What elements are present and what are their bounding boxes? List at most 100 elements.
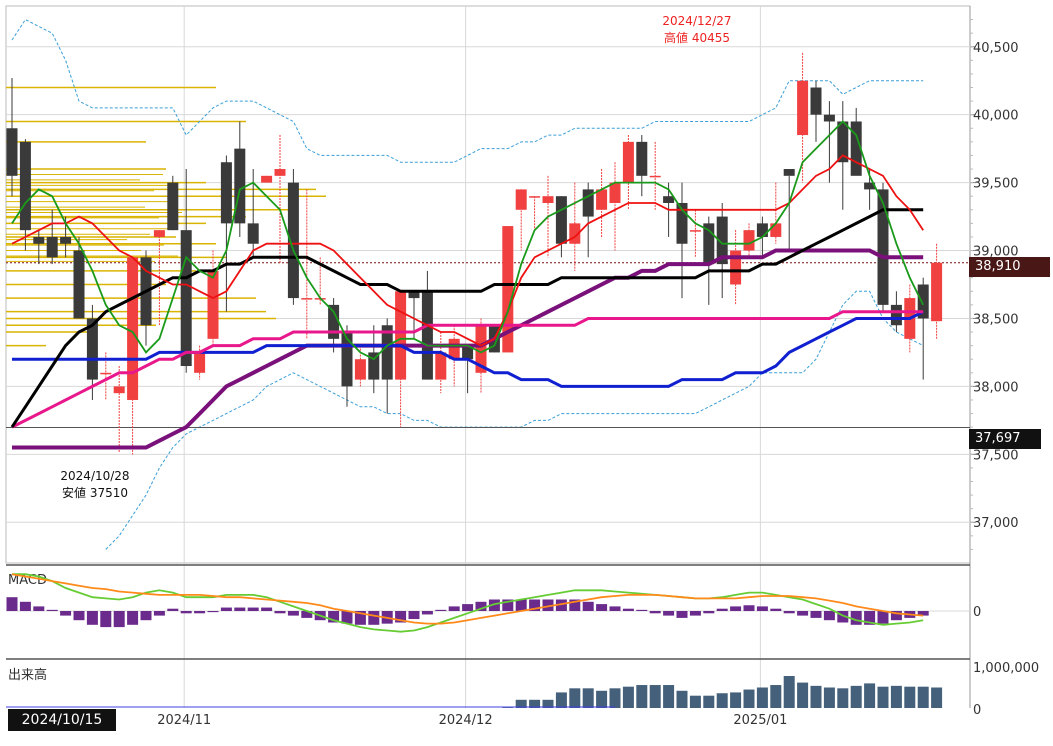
volume-bar bbox=[649, 685, 661, 708]
candle-body bbox=[408, 291, 420, 299]
candle-body bbox=[850, 121, 862, 176]
volume-bar bbox=[756, 687, 768, 708]
macd-hist-bar bbox=[435, 609, 447, 611]
candle-body bbox=[328, 304, 340, 339]
ma-blue-line bbox=[12, 310, 924, 388]
macd-hist-bar bbox=[730, 606, 742, 611]
macd-hist-bar bbox=[354, 611, 366, 625]
volume-bar bbox=[877, 686, 889, 708]
candle-body bbox=[515, 189, 527, 210]
candle-body bbox=[301, 298, 313, 300]
macd-hist-bar bbox=[113, 611, 125, 628]
macd-hist-bar bbox=[261, 607, 273, 611]
candle-body bbox=[676, 202, 688, 244]
volume-bar bbox=[689, 695, 701, 708]
candle-body bbox=[73, 250, 85, 319]
macd-hist-bar bbox=[917, 611, 929, 616]
band-upper-line bbox=[11, 18, 924, 163]
macd-hist-bar bbox=[542, 599, 554, 611]
macd-hist-bar bbox=[529, 599, 541, 611]
macd-hist-bar bbox=[850, 611, 862, 625]
macd-hist-bar bbox=[368, 611, 380, 625]
macd-hist-bar bbox=[502, 599, 514, 611]
candle-body bbox=[207, 270, 219, 339]
candle-body bbox=[19, 141, 31, 231]
volume-bar bbox=[931, 687, 943, 708]
candle-body bbox=[797, 80, 809, 136]
volume-panel: 出来高 0 1,000,000 bbox=[6, 658, 1039, 718]
y-tick-label: 38,000 bbox=[973, 380, 1019, 395]
signal-line bbox=[11, 573, 924, 625]
candle-body bbox=[127, 257, 139, 400]
macd-line bbox=[12, 573, 924, 633]
candle-body bbox=[596, 189, 608, 210]
macd-hist-bar bbox=[153, 611, 165, 616]
candle-body bbox=[689, 230, 701, 232]
ma-5-line bbox=[11, 120, 925, 361]
candle-body bbox=[756, 223, 768, 237]
macd-hist-bar bbox=[328, 611, 340, 623]
candle-body bbox=[823, 114, 835, 122]
macd-hist-bar bbox=[622, 608, 634, 611]
macd-hist-bar bbox=[6, 597, 18, 611]
candle-body bbox=[234, 148, 246, 224]
macd-hist-bar bbox=[837, 611, 849, 623]
candle-body bbox=[435, 352, 447, 380]
macd-hist-bar bbox=[770, 608, 782, 611]
price-panel: 2024/11 2024/12 2025/01 37,000 37,500 38,000 3… bbox=[5, 5, 1019, 728]
macd-hist-bar bbox=[877, 611, 889, 624]
macd-hist-bar bbox=[797, 611, 809, 616]
volume-panel-label: 出来高 bbox=[8, 667, 47, 683]
macd-hist-bar bbox=[609, 606, 621, 611]
macd-hist-bar bbox=[46, 609, 58, 611]
candle-body bbox=[86, 318, 98, 380]
candle-body bbox=[220, 162, 232, 224]
volume-bar bbox=[622, 686, 634, 708]
y-tick-label: 39,500 bbox=[973, 177, 1019, 192]
y-tick-label: 38,500 bbox=[973, 312, 1019, 327]
ma-pink-line bbox=[11, 310, 924, 429]
candle-body bbox=[354, 359, 366, 380]
volume-bar bbox=[529, 699, 541, 708]
volume-bar bbox=[542, 699, 554, 708]
volume-bar bbox=[864, 683, 876, 708]
volume-bar bbox=[823, 687, 835, 708]
macd-hist-bar bbox=[408, 611, 420, 620]
candle-body bbox=[609, 182, 621, 203]
candle-body bbox=[100, 372, 112, 375]
x-tick-label: 2024/12 bbox=[439, 713, 493, 728]
volume-bar bbox=[596, 690, 608, 708]
ma-75-line bbox=[10, 208, 924, 428]
candle-body bbox=[448, 338, 460, 360]
macd-hist-bar bbox=[234, 607, 246, 611]
candle-body bbox=[837, 121, 849, 163]
macd-hist-bar bbox=[582, 601, 594, 611]
candle-body bbox=[770, 223, 782, 237]
macd-hist-bar bbox=[19, 601, 31, 611]
macd-hist-bar bbox=[890, 611, 902, 621]
y-tick-label: 0 bbox=[973, 703, 981, 718]
candle-body bbox=[381, 325, 393, 380]
volume-bar bbox=[837, 688, 849, 708]
candle-body bbox=[931, 262, 943, 322]
candle-body bbox=[113, 386, 125, 394]
macd-hist-bar bbox=[167, 608, 179, 611]
candle-body bbox=[368, 352, 380, 380]
candle-body bbox=[569, 223, 581, 244]
macd-hist-bar bbox=[100, 611, 112, 628]
macd-hist-bar bbox=[488, 599, 500, 611]
macd-hist-bar bbox=[287, 611, 299, 616]
macd-hist-bar bbox=[395, 611, 407, 623]
volume-bar bbox=[582, 688, 594, 708]
macd-hist-bar bbox=[555, 599, 567, 611]
low-value-label: 安値 37510 bbox=[62, 485, 128, 500]
volume-bar bbox=[890, 685, 902, 708]
volume-bar bbox=[770, 685, 782, 708]
macd-hist-bar bbox=[274, 611, 286, 614]
candle-body bbox=[649, 175, 661, 178]
candle-body bbox=[622, 141, 634, 183]
y-tick-label: 40,500 bbox=[973, 41, 1019, 56]
high-value-label: 高値 40455 bbox=[664, 30, 730, 45]
candle-body bbox=[730, 250, 742, 285]
candle-body bbox=[261, 175, 273, 183]
